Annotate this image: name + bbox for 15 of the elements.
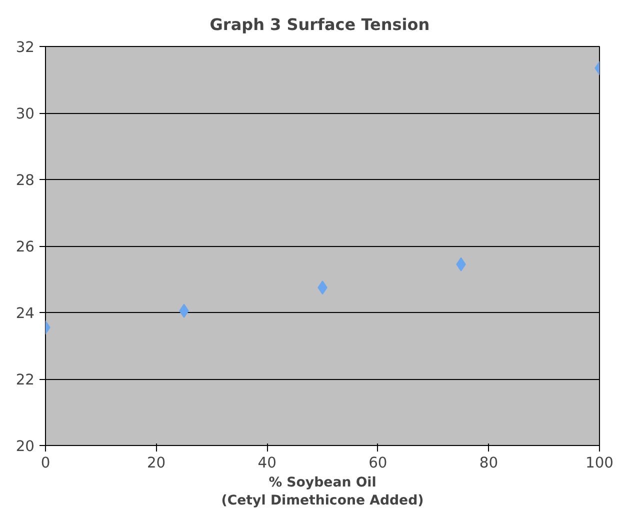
- x-tick-label: 80: [479, 454, 498, 472]
- x-tick-label: 0: [40, 454, 50, 472]
- y-tick-label: 20: [16, 438, 35, 455]
- y-tick-label: 22: [16, 372, 35, 388]
- y-tick-label: 24: [16, 305, 35, 322]
- y-tick-label: 28: [16, 172, 35, 189]
- y-tick-label: 32: [16, 39, 35, 56]
- x-axis-title: % Soybean Oil (Cetyl Dimethicone Added): [221, 476, 424, 508]
- x-tick-label: 20: [146, 454, 166, 472]
- x-tick-label: 40: [258, 454, 276, 472]
- chart-title: Graph 3 Surface Tension: [210, 15, 430, 34]
- x-tick-label: 100: [586, 454, 614, 472]
- y-tick-label: 26: [16, 238, 35, 256]
- y-tick-label: 30: [16, 106, 35, 122]
- x-tick-label: 60: [368, 454, 388, 472]
